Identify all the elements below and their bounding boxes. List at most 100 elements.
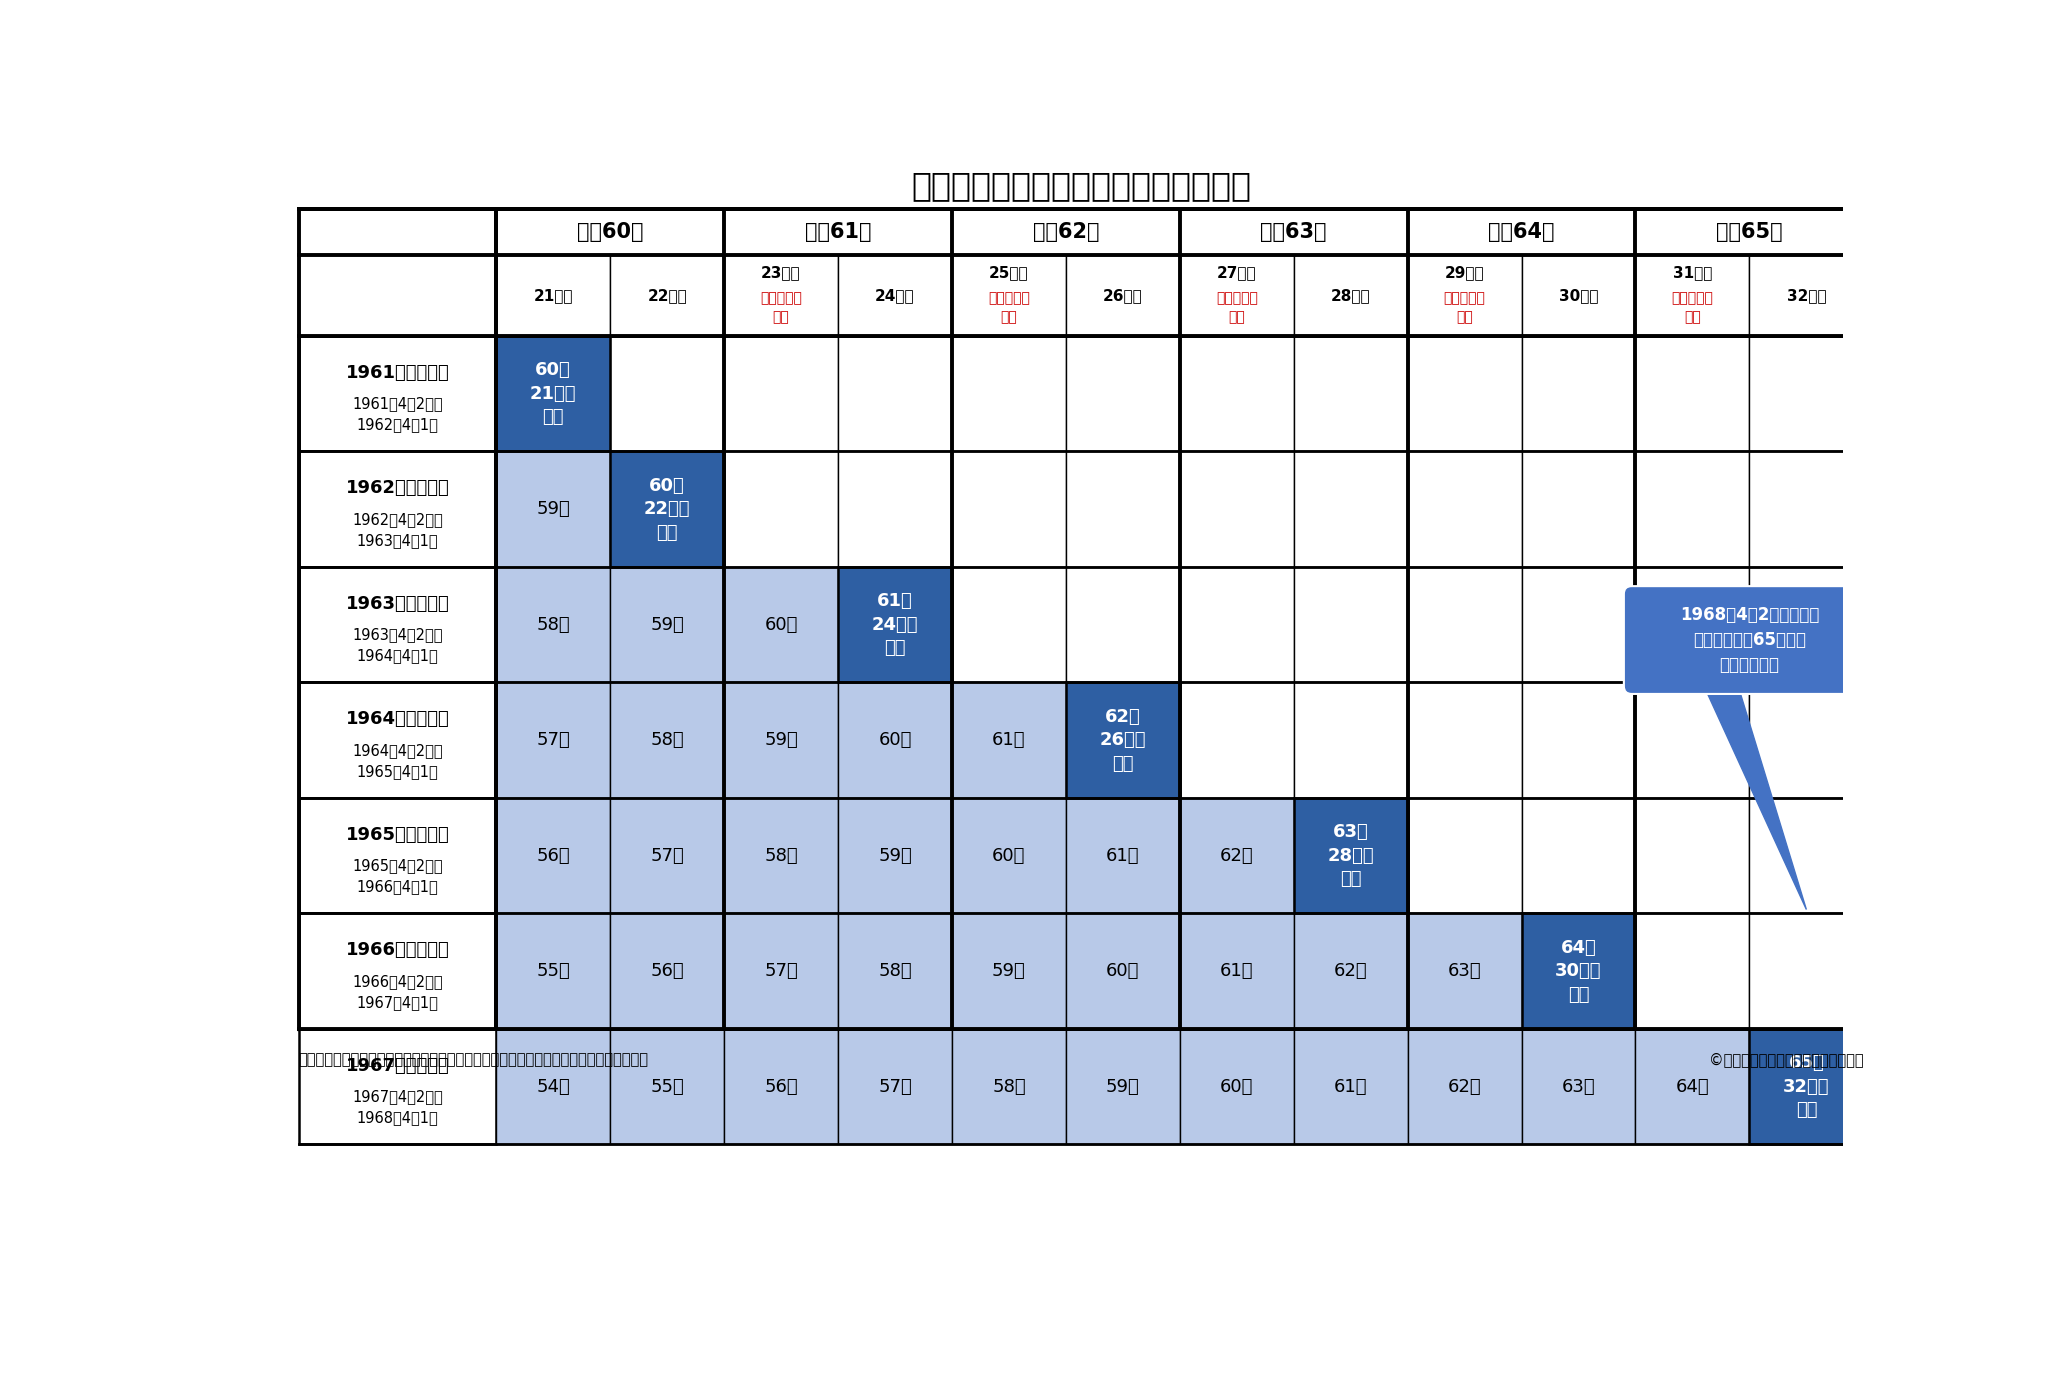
Text: 22年度: 22年度 xyxy=(647,289,686,302)
Text: 32年度: 32年度 xyxy=(1786,289,1827,302)
Bar xyxy=(838,1029,952,1145)
Bar xyxy=(299,452,496,566)
Text: 59歳: 59歳 xyxy=(879,847,911,865)
Text: 64歳
30年度
退職: 64歳 30年度 退職 xyxy=(1554,939,1602,1004)
Text: 55歳: 55歳 xyxy=(537,963,569,981)
Text: 1964年度生まれ: 1964年度生まれ xyxy=(346,710,449,728)
Bar xyxy=(299,798,496,913)
Text: 30年度: 30年度 xyxy=(1559,289,1597,302)
Bar xyxy=(952,255,1065,336)
Bar xyxy=(838,682,952,798)
Bar xyxy=(1636,913,1749,1029)
Bar xyxy=(1407,798,1522,913)
Bar xyxy=(1636,566,1749,682)
Bar xyxy=(1749,566,1864,682)
Bar xyxy=(1522,336,1636,452)
Text: 1965年度生まれ: 1965年度生まれ xyxy=(346,826,449,844)
Text: 定年退職者
なし: 定年退職者 なし xyxy=(1444,291,1485,323)
Text: 60歳
21年度
退職: 60歳 21年度 退職 xyxy=(530,360,575,427)
Text: 58歳: 58歳 xyxy=(879,963,911,981)
Text: 定年年齢の段階的移行のスケジュール: 定年年齢の段階的移行のスケジュール xyxy=(911,170,1251,202)
Bar xyxy=(952,798,1065,913)
Bar xyxy=(1180,798,1294,913)
Bar xyxy=(1180,566,1294,682)
Bar xyxy=(1180,1029,1294,1145)
Bar xyxy=(1180,682,1294,798)
Text: 1961年度生まれ: 1961年度生まれ xyxy=(346,363,449,383)
Bar xyxy=(299,1029,496,1145)
Text: 61歳: 61歳 xyxy=(1106,847,1139,865)
Bar xyxy=(952,566,1065,682)
Bar xyxy=(1294,798,1407,913)
Text: 61歳
24年度
退職: 61歳 24年度 退職 xyxy=(872,592,918,657)
Bar xyxy=(1065,255,1180,336)
Text: 60歳: 60歳 xyxy=(764,616,799,634)
Bar xyxy=(725,209,952,255)
Bar xyxy=(725,566,838,682)
Bar xyxy=(1180,336,1294,452)
Bar xyxy=(1749,682,1864,798)
Text: 59歳: 59歳 xyxy=(651,616,684,634)
Bar xyxy=(1636,336,1749,452)
Bar xyxy=(1636,209,1864,255)
Text: 60歳: 60歳 xyxy=(1221,1077,1253,1095)
Bar xyxy=(838,452,952,566)
Bar xyxy=(496,452,610,566)
Bar xyxy=(1294,1029,1407,1145)
Bar xyxy=(1749,255,1864,336)
Bar xyxy=(1749,1029,1864,1145)
Text: 62歳: 62歳 xyxy=(1448,1077,1481,1095)
Text: 21年度: 21年度 xyxy=(532,289,573,302)
Bar xyxy=(1522,452,1636,566)
Bar xyxy=(1065,798,1180,913)
Bar xyxy=(1749,913,1864,1029)
Bar xyxy=(610,682,725,798)
Text: 27年度: 27年度 xyxy=(1217,265,1257,280)
Text: 57歳: 57歳 xyxy=(879,1077,911,1095)
Text: 56歳: 56歳 xyxy=(537,847,569,865)
Bar xyxy=(1294,566,1407,682)
Bar xyxy=(952,682,1065,798)
Bar xyxy=(1407,452,1522,566)
Bar xyxy=(725,336,838,452)
Text: 62歳: 62歳 xyxy=(1221,847,1253,865)
Text: 1965年4月2日～
1966年4月1日: 1965年4月2日～ 1966年4月1日 xyxy=(352,859,442,895)
Bar xyxy=(610,255,725,336)
Bar xyxy=(610,798,725,913)
Bar xyxy=(838,336,952,452)
Text: 62歳: 62歳 xyxy=(1333,963,1368,981)
Bar xyxy=(1407,1029,1522,1145)
Text: 57歳: 57歳 xyxy=(537,731,569,749)
Text: 60歳
22年度
退職: 60歳 22年度 退職 xyxy=(643,476,690,541)
Bar xyxy=(610,336,725,452)
Bar xyxy=(1522,566,1636,682)
Bar xyxy=(1407,682,1522,798)
Text: 定年64歳: 定年64歳 xyxy=(1489,222,1554,242)
Text: 出典：総務省「地方公務員法の一部を改正する法律の運用について（通知）」を元に作成: 出典：総務省「地方公務員法の一部を改正する法律の運用について（通知）」を元に作成 xyxy=(299,1052,649,1068)
Text: 26年度: 26年度 xyxy=(1104,289,1143,302)
Text: 1962年度生まれ: 1962年度生まれ xyxy=(346,479,449,497)
Bar xyxy=(1407,209,1636,255)
Text: 25年度: 25年度 xyxy=(989,265,1028,280)
Text: ©社会応援ネットワーク／寺子屋朝日: ©社会応援ネットワーク／寺子屋朝日 xyxy=(1708,1052,1864,1068)
Text: 定年60歳: 定年60歳 xyxy=(578,222,643,242)
Bar xyxy=(610,566,725,682)
Text: 1962年4月2日～
1963年4月1日: 1962年4月2日～ 1963年4月1日 xyxy=(352,512,442,548)
Bar xyxy=(1294,255,1407,336)
Text: 58歳: 58歳 xyxy=(991,1077,1026,1095)
Bar xyxy=(952,209,1180,255)
Text: 63歳: 63歳 xyxy=(1448,963,1481,981)
Text: 61歳: 61歳 xyxy=(1333,1077,1368,1095)
Bar xyxy=(496,255,610,336)
Text: 1966年4月2日～
1967年4月1日: 1966年4月2日～ 1967年4月1日 xyxy=(352,974,442,1010)
Text: 58歳: 58歳 xyxy=(537,616,569,634)
Text: 63歳: 63歳 xyxy=(1563,1077,1595,1095)
Text: 1967年4月2日～
1968年4月1日: 1967年4月2日～ 1968年4月1日 xyxy=(352,1090,442,1126)
Bar xyxy=(1180,452,1294,566)
Bar xyxy=(1522,1029,1636,1145)
Bar xyxy=(1294,682,1407,798)
Bar xyxy=(496,682,610,798)
Bar xyxy=(1294,913,1407,1029)
Bar xyxy=(299,682,496,798)
Text: 1961年4月2日～
1962年4月1日: 1961年4月2日～ 1962年4月1日 xyxy=(352,396,442,432)
